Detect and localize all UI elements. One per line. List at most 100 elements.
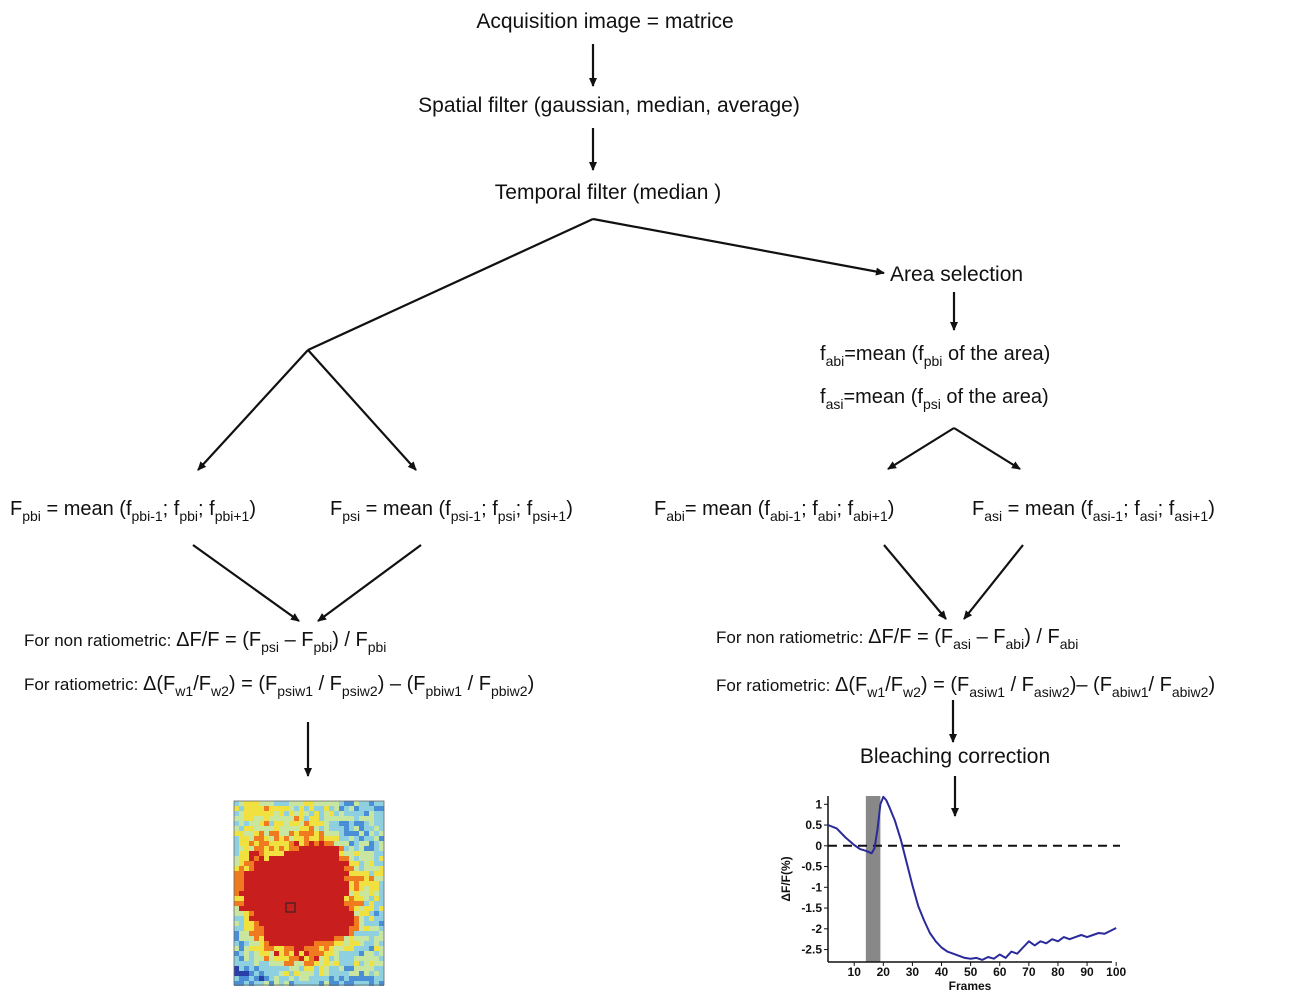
heatmap-cell — [244, 886, 249, 891]
heatmap-cell — [359, 801, 364, 806]
heatmap-cell — [299, 801, 304, 806]
heatmap-cell — [314, 971, 319, 976]
heatmap-cell — [369, 801, 374, 806]
heatmap-cell — [334, 866, 339, 871]
heatmap-cell — [274, 851, 279, 856]
heatmap-cell — [269, 851, 274, 856]
arrow-to-fasi — [953, 427, 1021, 470]
heatmap-cell — [369, 806, 374, 811]
heatmap-cell — [299, 956, 304, 961]
y-tick-label: -0.5 — [801, 860, 822, 874]
heatmap-cell — [374, 966, 379, 971]
heatmap-cell — [294, 801, 299, 806]
heatmap-cell — [369, 861, 374, 866]
heatmap-cell — [314, 916, 319, 921]
heatmap-cell — [284, 911, 289, 916]
heatmap-cell — [339, 886, 344, 891]
heatmap-cell — [354, 891, 359, 896]
step-acquisition: Acquisition image = matrice — [476, 10, 733, 33]
heatmap-cell — [279, 851, 284, 856]
heatmap-cell — [294, 861, 299, 866]
heatmap-cell — [324, 921, 329, 926]
heatmap-cell — [379, 916, 384, 921]
heatmap-cell — [344, 961, 349, 966]
heatmap-cell — [364, 866, 369, 871]
heatmap-cell — [249, 891, 254, 896]
heatmap-cell — [339, 966, 344, 971]
heatmap-cell — [234, 841, 239, 846]
heatmap-cell — [239, 871, 244, 876]
heatmap-cell — [349, 911, 354, 916]
heatmap-cell — [254, 806, 259, 811]
heatmap-cell — [274, 906, 279, 911]
heatmap-cell — [314, 896, 319, 901]
heatmap-cell — [284, 846, 289, 851]
heatmap-cell — [354, 861, 359, 866]
heatmap-cell — [279, 866, 284, 871]
heatmap-cell — [364, 821, 369, 826]
heatmap-cell — [264, 981, 269, 986]
heatmap-cell — [379, 841, 384, 846]
heatmap-cell — [339, 856, 344, 861]
heatmap-cell — [264, 836, 269, 841]
heatmap-cell — [379, 801, 384, 806]
arrow-fasi-formula — [963, 544, 1024, 620]
heatmap-cell — [339, 831, 344, 836]
heatmap-cell — [364, 966, 369, 971]
heatmap-cell — [234, 971, 239, 976]
heatmap-cell — [249, 911, 254, 916]
heatmap-cell — [374, 971, 379, 976]
heatmap-cell — [339, 821, 344, 826]
formula-fasi-area: fasi=mean (fpsi of the area) — [820, 386, 1049, 412]
heatmap-cell — [349, 896, 354, 901]
heatmap-cell — [269, 846, 274, 851]
heatmap-cell — [339, 916, 344, 921]
heatmap-cell — [304, 956, 309, 961]
heatmap-cell — [254, 916, 259, 921]
heatmap-cell — [369, 826, 374, 831]
heatmap-cell — [249, 921, 254, 926]
heatmap-cell — [239, 861, 244, 866]
heatmap-cell — [269, 871, 274, 876]
heatmap-cell — [379, 921, 384, 926]
heatmap-cell — [234, 956, 239, 961]
heatmap-cell — [294, 836, 299, 841]
heatmap-cell — [274, 926, 279, 931]
heatmap-cell — [309, 896, 314, 901]
heatmap-cell — [334, 901, 339, 906]
heatmap-cell — [259, 941, 264, 946]
heatmap-cell — [344, 916, 349, 921]
heatmap-cell — [249, 901, 254, 906]
heatmap-cell — [329, 896, 334, 901]
heatmap-cell — [324, 916, 329, 921]
heatmap-cell — [304, 901, 309, 906]
heatmap-cell — [329, 911, 334, 916]
heatmap-cell — [269, 826, 274, 831]
x-tick-label: 20 — [877, 965, 891, 979]
heatmap-cell — [344, 921, 349, 926]
heatmap-cell — [234, 926, 239, 931]
heatmap-cell — [289, 936, 294, 941]
heatmap-cell — [304, 946, 309, 951]
heatmap-cell — [379, 946, 384, 951]
heatmap-cell — [354, 846, 359, 851]
heatmap-cell — [364, 881, 369, 886]
heatmap-cell — [234, 836, 239, 841]
heatmap-cell — [329, 921, 334, 926]
heatmap-cell — [299, 921, 304, 926]
heatmap-cell — [364, 876, 369, 881]
heatmap-cell — [234, 881, 239, 886]
heatmap-cell — [329, 851, 334, 856]
heatmap-cell — [369, 931, 374, 936]
heatmap-cell — [299, 926, 304, 931]
heatmap-cell — [259, 891, 264, 896]
heatmap-cell — [309, 886, 314, 891]
heatmap-cell — [259, 921, 264, 926]
heatmap-cell — [284, 816, 289, 821]
heatmap-cell — [284, 851, 289, 856]
heatmap-cell — [264, 826, 269, 831]
heatmap-cell — [254, 961, 259, 966]
heatmap-cell — [249, 846, 254, 851]
heatmap-cell — [244, 916, 249, 921]
heatmap-cell — [359, 886, 364, 891]
